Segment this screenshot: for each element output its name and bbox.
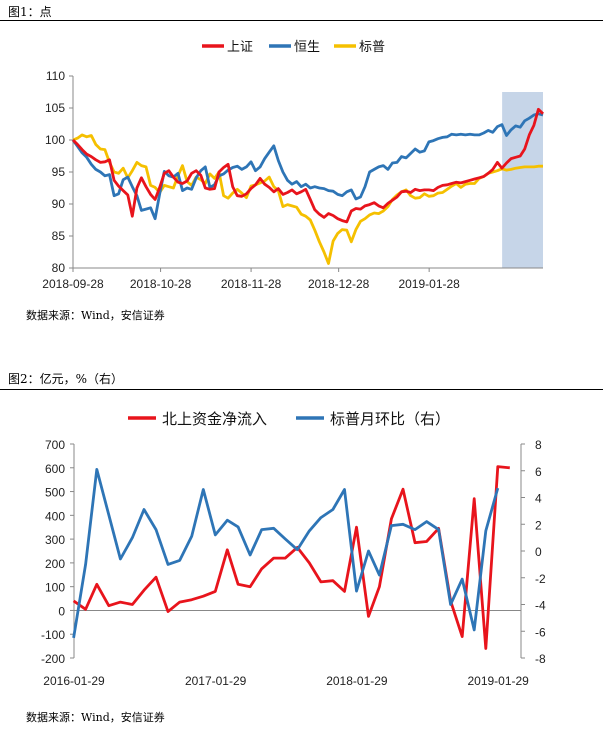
figure1-top-rule — [0, 20, 603, 21]
chart1-legend: 上证 恒生 标普 — [202, 40, 385, 55]
left-tick-label: 500 — [45, 486, 65, 500]
x-tick-label: 2018-10-28 — [130, 277, 192, 291]
x-tick-label: 2018-11-28 — [221, 277, 282, 291]
right-tick-label: 2 — [535, 518, 542, 532]
right-tick-label: -2 — [535, 572, 546, 586]
y-tick-label: 90 — [52, 197, 66, 211]
right-tick-label: 0 — [535, 545, 542, 559]
left-tick-label: 600 — [45, 462, 65, 476]
y-tick-label: 95 — [52, 165, 66, 179]
left-tick-label: 700 — [45, 438, 65, 452]
y-tick-label: 85 — [52, 229, 66, 243]
x-tick-label: 2019-01-28 — [398, 277, 460, 291]
y-tick-label: 105 — [45, 101, 65, 115]
y-tick-label: 110 — [46, 69, 65, 83]
left-tick-label: 0 — [58, 604, 65, 618]
left-tick-label: 200 — [45, 557, 65, 571]
series-line-net-inflow — [72, 465, 510, 650]
x-tick-label: 2019-01-29 — [467, 674, 529, 688]
legend-label: 恒生 — [294, 40, 320, 55]
series-line-1 — [72, 107, 544, 224]
figure2-caption: 图2：亿元，%（右） — [8, 372, 124, 386]
left-tick-label: 400 — [45, 509, 65, 523]
series-line-3 — [72, 133, 543, 265]
right-tick-label: -4 — [535, 599, 546, 613]
figure1-caption: 图1：点 — [8, 5, 52, 19]
x-tick-label: 2016-01-29 — [43, 674, 105, 688]
right-tick-label: 6 — [535, 465, 542, 479]
x-tick-label: 2018-09-28 — [42, 277, 104, 291]
figure2-top-rule — [0, 389, 603, 390]
right-tick-label: 4 — [535, 492, 542, 506]
figure1-source: 数据来源：Wind，安信证券 — [26, 309, 165, 322]
right-tick-label: 8 — [535, 438, 542, 452]
x-tick-label: 2018-12-28 — [308, 277, 370, 291]
x-tick-label: 2018-01-29 — [326, 674, 388, 688]
legend-label: 标普月环比（右） — [330, 410, 450, 428]
series-line-sp-mom — [72, 468, 500, 639]
x-tick-label: 2017-01-29 — [185, 674, 247, 688]
chart2-svg: 北上资金净流入 标普月环比（右） -200 -100 0 100 200 300 400 500… — [41, 410, 546, 688]
chart2-legend: 北上资金净流入 标普月环比（右） — [128, 410, 450, 428]
chart2-plot: -200 -100 0 100 200 300 400 500 600 700 -8 -6 -4 -2 0 2… — [41, 438, 546, 688]
figure2-source: 数据来源：Wind，安信证券 — [26, 711, 165, 724]
right-tick-label: -8 — [535, 652, 546, 666]
right-tick-label: -6 — [535, 625, 546, 639]
left-tick-label: 300 — [45, 533, 65, 547]
left-tick-label: 100 — [45, 581, 65, 595]
left-tick-label: -100 — [41, 628, 65, 642]
legend-label: 上证 — [227, 40, 253, 55]
left-tick-label: -200 — [41, 652, 65, 666]
series-line-2 — [71, 112, 544, 221]
chart1-plot: 80 85 90 95 100 105 110 2018-09-28 2018-10-28 201… — [42, 69, 544, 291]
legend-label: 标普 — [359, 40, 385, 55]
y-tick-label: 100 — [45, 133, 65, 147]
legend-label: 北上资金净流入 — [162, 410, 267, 428]
y-tick-label: 80 — [52, 261, 66, 275]
chart1-svg: 上证 恒生 标普 80 85 90 95 100 105 110 2018-09-28 2018-1… — [42, 40, 544, 291]
